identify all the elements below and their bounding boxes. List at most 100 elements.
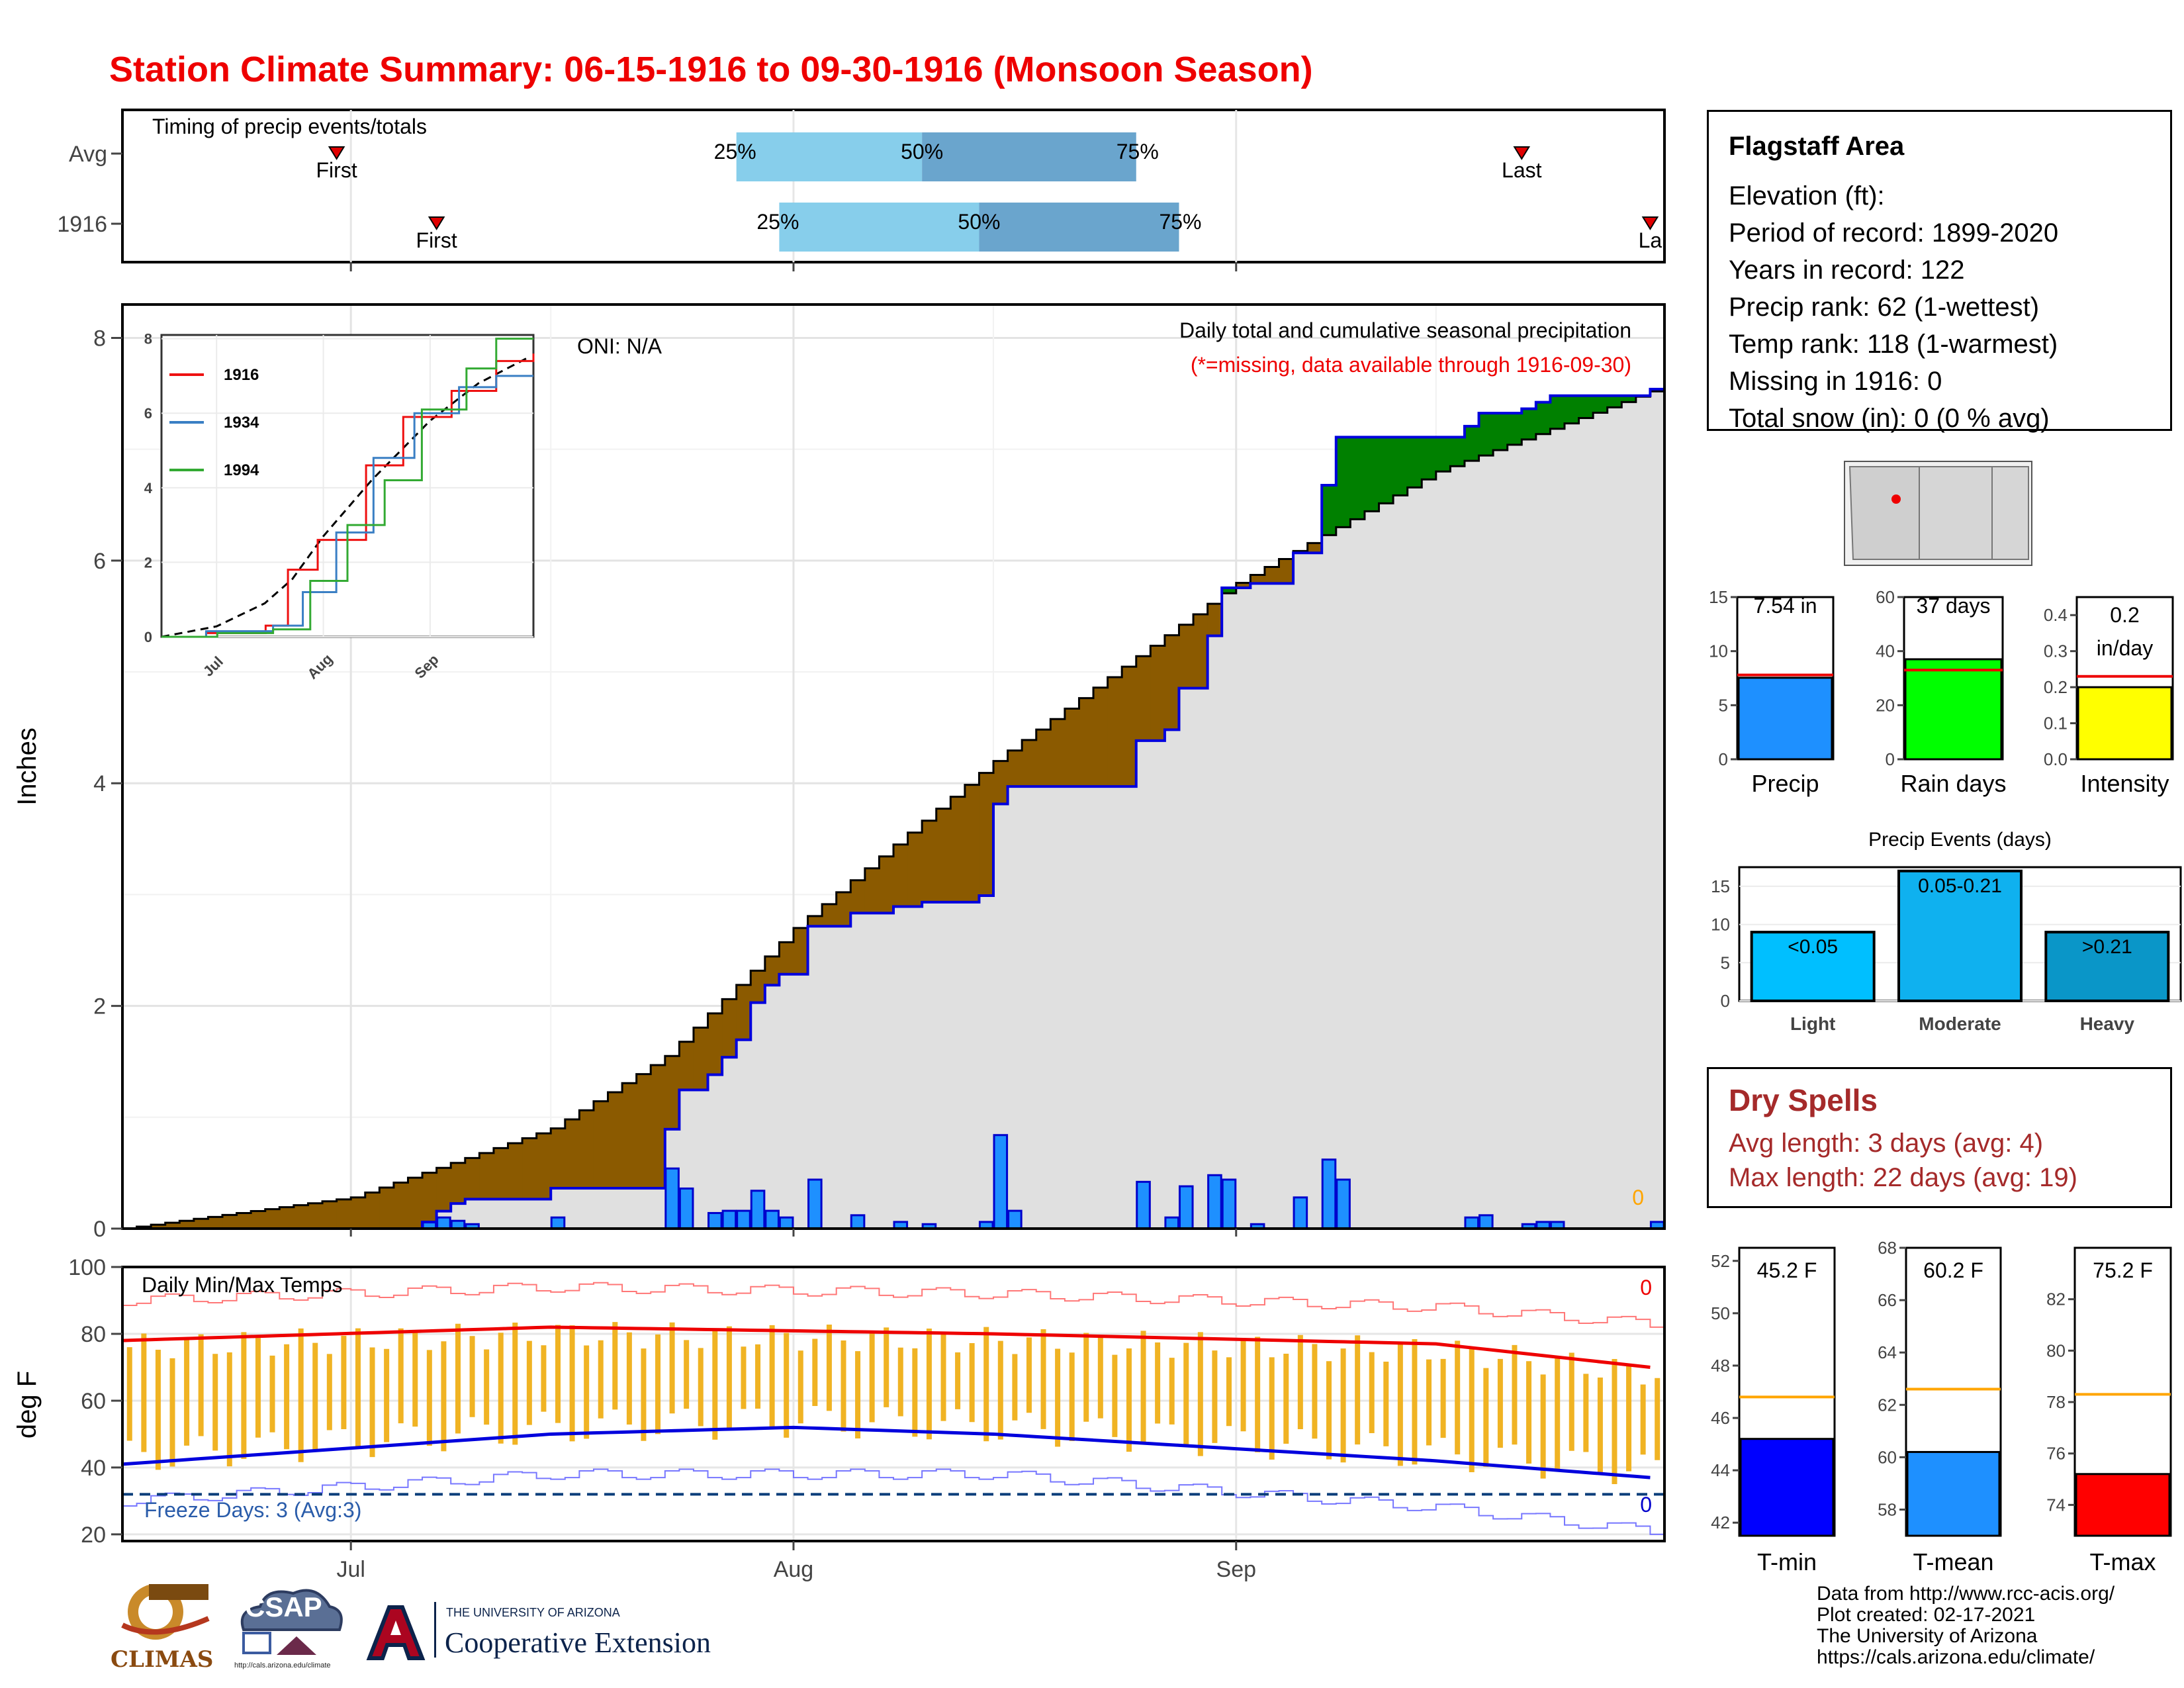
deficit-area [608,1092,623,1188]
daily-precip-bar [721,1209,737,1230]
surplus-area [1564,395,1580,424]
deficit-area [964,784,980,902]
precip-y-tick-label: 0 [93,1217,106,1242]
inset-series-line [161,375,533,638]
climas-logo-text: CLIMAS [111,1646,214,1673]
deficit-area [508,1143,523,1199]
timing-last-marker [1513,146,1531,160]
deficit-area [1093,687,1109,787]
precip-y-axis-label: Inches [13,727,42,806]
deficit-area [1250,575,1265,584]
precip-tick-label: 0 [1719,749,1728,769]
credit-plot-date: Plot created: 02-17-2021 [1817,1604,2036,1626]
deficit-area [764,956,780,986]
deficit-area [1236,583,1251,588]
temp-y-tick-label: 100 [68,1255,106,1280]
tmin-value-label: 45.2 F [1757,1258,1817,1282]
tmax-bar [2075,1473,2171,1537]
deficit-area [422,1172,437,1223]
events-bar-value: <0.05 [1788,936,1838,958]
intensity-tick-label: 0.0 [2044,749,2068,769]
surplus-area [1379,437,1394,504]
rain-days-tick-label: 60 [1876,587,1895,607]
timing-last-marker [1641,216,1659,230]
dry-spells-max: Max length: 22 days (avg: 19) [1729,1163,2077,1192]
deficit-area [936,808,951,902]
timing-p75-label: 75% [1159,210,1201,234]
credit-url: https://cals.arizona.edu/climate/ [1817,1646,2095,1668]
daily-precip-bar [436,1216,451,1230]
climas-logo: CLIMAS [109,1579,215,1675]
station-precip-rank: Precip rank: 62 (1-wettest) [1729,293,2040,322]
events-bar-moderate [1897,869,2023,1002]
deficit-area [522,1138,537,1199]
deficit-area [336,1199,351,1229]
surplus-area [1464,426,1480,461]
dry-spells-panel: Dry Spells Avg length: 3 days (avg: 4) M… [1707,1067,2172,1208]
tmax-tick-label: 74 [2046,1495,2066,1515]
surplus-area [1593,395,1608,413]
deficit-area [950,796,966,902]
surplus-area [1578,395,1594,418]
daily-precip-bar [778,1216,794,1230]
station-years: Years in record: 122 [1729,256,1965,285]
tmean-value-label: 60.2 F [1923,1258,1983,1282]
credit-data-source: Data from http://www.rcc-acis.org/ [1817,1583,2115,1605]
surplus-area [1621,395,1637,402]
temp-panel-label: Daily Min/Max Temps [142,1273,342,1297]
x-tick-label: Aug [774,1557,814,1582]
surplus-area [1535,402,1551,434]
events-tick-label: 10 [1711,915,1730,935]
intensity-label: Intensity [2080,770,2169,797]
tmin-tick-label: 48 [1711,1356,1730,1376]
avg-min-line [122,1425,1651,1479]
deficit-area [651,1064,666,1188]
surplus-area [1364,437,1380,512]
deficit-area [251,1211,266,1229]
x-tick-label: Sep [1216,1557,1257,1582]
deficit-area [622,1083,637,1188]
tmean-tick-label: 68 [1878,1238,1897,1258]
precip-panel-frame [121,303,1666,1230]
timing-label: Timing of precip events/totals [152,115,427,138]
timing-first-label: First [416,228,457,252]
surplus-area [1222,587,1237,594]
precip-y-tick-label: 8 [93,326,106,351]
daily-precip-bar [1336,1178,1351,1230]
credits: Data from http://www.rcc-acis.org/ Plot … [1817,1583,2115,1668]
timing-p25-label: 25% [714,140,756,164]
surplus-area [1479,413,1494,456]
inset-y-tick-label: 8 [144,331,152,348]
precip-value-label: 7.54 in [1753,594,1817,618]
deficit-area [679,1041,694,1090]
station-name: Flagstaff Area [1729,132,1905,161]
timing-first-marker [428,216,445,230]
timing-first-marker [328,146,345,160]
daily-precip-bar [1207,1174,1222,1230]
deficit-area [365,1192,380,1229]
timing-box-50-75 [922,132,1136,181]
deficit-area [779,942,794,974]
events-title: Precip Events (days) [1868,829,2052,851]
deficit-area [351,1197,366,1229]
tmin-bar [1739,1438,1835,1537]
station-snow: Total snow (in): 0 (0 % avg) [1729,404,2050,433]
deficit-area [807,915,823,927]
daily-precip-bar [1464,1216,1480,1230]
deficit-area [1150,645,1165,741]
deficit-area [593,1101,609,1188]
events-bar-label: Moderate [1919,1013,2001,1034]
main-chart-canvas: Timing of precip events/totals Avg 25% 50% 7… [13,109,1666,1582]
surplus-area [1507,413,1522,445]
locator-map [1844,461,2032,566]
deficit-area [893,844,909,907]
inset-y-tick-label: 6 [144,405,152,422]
deficit-area [693,1027,709,1090]
oni-label: ONI: N/A [577,334,662,358]
deficit-area [822,904,837,927]
temp-y-tick-label: 80 [81,1322,106,1347]
surplus-area [1450,437,1465,467]
deficit-area [879,856,894,914]
tmax-tick-label: 78 [2046,1392,2066,1412]
ua-logo-top-text: THE UNIVERSITY OF ARIZONA [446,1606,620,1619]
